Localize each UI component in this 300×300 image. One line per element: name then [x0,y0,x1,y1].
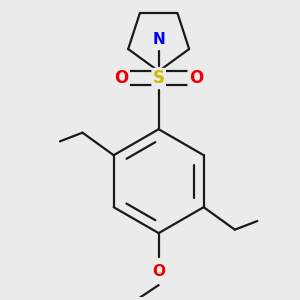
Text: S: S [153,69,165,87]
Text: O: O [114,69,128,87]
Text: O: O [152,264,165,279]
Text: N: N [152,32,165,47]
Text: O: O [189,69,203,87]
